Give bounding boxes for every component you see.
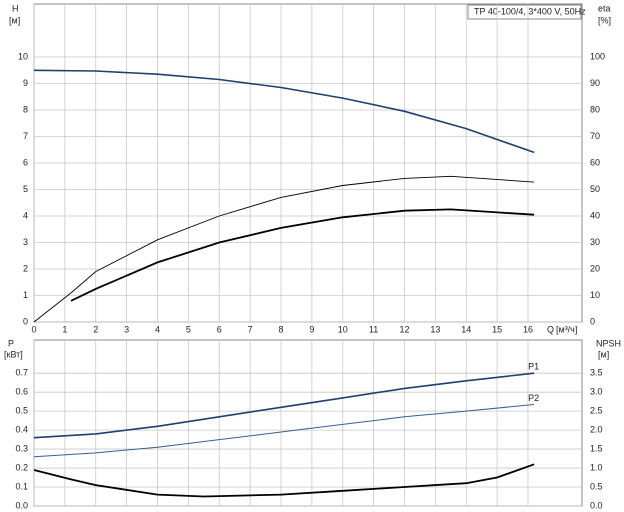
y-tick-label: 10 bbox=[18, 51, 28, 61]
x-tick-label: 1 bbox=[62, 324, 67, 334]
series-label: P2 bbox=[528, 393, 539, 403]
y2-label: NPSH bbox=[596, 338, 621, 348]
y2-tick-label: 1.5 bbox=[590, 443, 603, 453]
x-tick-label: 9 bbox=[309, 324, 314, 334]
y2-tick-label: 90 bbox=[590, 78, 600, 88]
y-tick-label: 1 bbox=[23, 290, 28, 300]
x-tick-label: 13 bbox=[430, 324, 440, 334]
x-tick-label: 6 bbox=[217, 324, 222, 334]
y-tick-label: 0.1 bbox=[15, 481, 28, 491]
x-tick-label: 5 bbox=[186, 324, 191, 334]
y-tick-label: 0.4 bbox=[15, 424, 28, 434]
y2-tick-label: 3.5 bbox=[590, 368, 603, 378]
y-tick-label: 0.3 bbox=[15, 443, 28, 453]
y-tick-label: 5 bbox=[23, 184, 28, 194]
y-tick-label: 8 bbox=[23, 104, 28, 114]
x-tick-label: 3 bbox=[124, 324, 129, 334]
y-tick-label: 9 bbox=[23, 78, 28, 88]
series-label: P1 bbox=[528, 362, 539, 372]
y2-tick-label: 40 bbox=[590, 210, 600, 220]
y2-tick-label: 60 bbox=[590, 157, 600, 167]
y-label: P bbox=[8, 338, 14, 348]
y2-tick-label: 0.5 bbox=[590, 481, 603, 491]
y2-tick-label: 10 bbox=[590, 290, 600, 300]
legend-box bbox=[467, 4, 582, 20]
y-unit: [м] bbox=[9, 15, 20, 25]
y-tick-label: 0.7 bbox=[15, 368, 28, 378]
y-label: H bbox=[12, 3, 19, 13]
curve bbox=[33, 175, 535, 323]
x-tick-label: 4 bbox=[155, 324, 160, 334]
y-tick-label: 0.6 bbox=[15, 387, 28, 397]
y-tick-label: 2 bbox=[23, 263, 28, 273]
y-tick-label: 0.5 bbox=[15, 406, 28, 416]
y2-tick-label: 100 bbox=[590, 51, 605, 61]
x-tick-label: 14 bbox=[461, 324, 471, 334]
y2-tick-label: 80 bbox=[590, 104, 600, 114]
y-tick-label: 0.2 bbox=[15, 462, 28, 472]
y2-tick-label: 0.0 bbox=[590, 500, 603, 510]
x-tick-label: 12 bbox=[399, 324, 409, 334]
curve bbox=[33, 463, 535, 498]
y2-tick-label: 3.0 bbox=[590, 387, 603, 397]
bottom-frame bbox=[33, 339, 583, 507]
y2-label: eta bbox=[598, 3, 611, 13]
x-tick-label: 15 bbox=[492, 324, 502, 334]
y-unit: [кВт] bbox=[4, 349, 23, 359]
y2-tick-label: 30 bbox=[590, 237, 600, 247]
y2-tick-label: 2.0 bbox=[590, 424, 603, 434]
x-tick-label: 10 bbox=[338, 324, 348, 334]
curve bbox=[70, 208, 535, 302]
x-unit: [м³/ч] bbox=[556, 324, 577, 334]
y2-tick-label: 50 bbox=[590, 184, 600, 194]
y-tick-label: 6 bbox=[23, 157, 28, 167]
y2-tick-label: 20 bbox=[590, 263, 600, 273]
y-tick-label: 4 bbox=[23, 210, 28, 220]
curve bbox=[33, 404, 535, 458]
legend-text: TP 40-100/4, 3*400 V, 50Hz bbox=[474, 6, 586, 16]
curve bbox=[33, 372, 535, 439]
x-tick-label: 7 bbox=[248, 324, 253, 334]
y2-tick-label: 2.5 bbox=[590, 406, 603, 416]
y2-unit: [%] bbox=[598, 15, 611, 25]
x-tick-label: 11 bbox=[369, 324, 378, 334]
y2-unit: [м] bbox=[598, 349, 609, 359]
y2-tick-label: 70 bbox=[590, 131, 600, 141]
x-tick-label: 16 bbox=[523, 324, 533, 334]
y2-tick-label: 1.0 bbox=[590, 462, 603, 472]
x-tick-label: 0 bbox=[31, 324, 36, 334]
curve bbox=[33, 69, 535, 154]
y-tick-label: 3 bbox=[23, 237, 28, 247]
x-label: Q bbox=[547, 324, 554, 334]
y-tick-label: 0 bbox=[23, 316, 28, 326]
x-tick-label: 8 bbox=[278, 324, 283, 334]
y-tick-label: 0.0 bbox=[15, 500, 28, 510]
y-tick-label: 7 bbox=[23, 131, 28, 141]
y2-tick-label: 0 bbox=[590, 316, 595, 326]
x-tick-label: 2 bbox=[93, 324, 98, 334]
